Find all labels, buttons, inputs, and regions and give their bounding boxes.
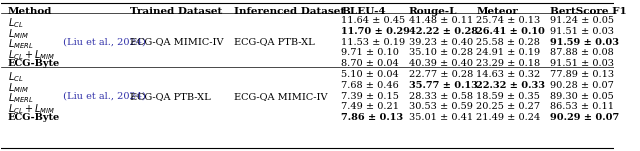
Text: 23.29 ± 0.18: 23.29 ± 0.18 [476,59,540,68]
Text: 5.10 ± 0.04: 5.10 ± 0.04 [341,70,399,79]
Text: 7.68 ± 0.46: 7.68 ± 0.46 [341,81,399,90]
Text: $L_{CL}$: $L_{CL}$ [8,16,23,30]
Text: 91.59 ± 0.03: 91.59 ± 0.03 [550,38,619,47]
Text: 30.53 ± 0.59: 30.53 ± 0.59 [409,102,472,111]
Text: (Liu et al., 2024): (Liu et al., 2024) [60,38,145,47]
Text: Trained Dataset: Trained Dataset [130,7,222,16]
Text: ECG-Byte: ECG-Byte [8,59,60,68]
Text: 91.51 ± 0.03: 91.51 ± 0.03 [550,59,614,68]
Text: Rouge-L: Rouge-L [409,7,457,16]
Text: 8.70 ± 0.04: 8.70 ± 0.04 [341,59,399,68]
Text: ECG-QA MIMIC-IV: ECG-QA MIMIC-IV [130,38,223,47]
Text: 77.89 ± 0.13: 77.89 ± 0.13 [550,70,614,79]
Text: $L_{CL}$: $L_{CL}$ [8,70,23,84]
Text: 87.88 ± 0.08: 87.88 ± 0.08 [550,48,613,57]
Text: 40.39 ± 0.40: 40.39 ± 0.40 [409,59,473,68]
Text: 25.74 ± 0.13: 25.74 ± 0.13 [476,16,540,25]
Text: 22.77 ± 0.28: 22.77 ± 0.28 [409,70,473,79]
Text: Method: Method [8,7,52,16]
Text: ECG-QA MIMIC-IV: ECG-QA MIMIC-IV [234,92,328,101]
Text: Inferenced Dataset: Inferenced Dataset [234,7,346,16]
Text: 35.77 ± 0.13: 35.77 ± 0.13 [409,81,477,90]
Text: ECG-QA PTB-XL: ECG-QA PTB-XL [234,38,315,47]
Text: 28.33 ± 0.58: 28.33 ± 0.58 [409,92,473,101]
Text: $L_{CL} + L_{MIM}$: $L_{CL} + L_{MIM}$ [8,102,55,116]
Text: 35.10 ± 0.28: 35.10 ± 0.28 [409,48,473,57]
Text: 24.91 ± 0.19: 24.91 ± 0.19 [476,48,540,57]
Text: 7.86 ± 0.13: 7.86 ± 0.13 [341,113,403,122]
Text: 22.32 ± 0.33: 22.32 ± 0.33 [476,81,545,90]
Text: BLEU-4: BLEU-4 [341,7,386,16]
Text: 25.58 ± 0.28: 25.58 ± 0.28 [476,38,540,47]
Text: 21.49 ± 0.24: 21.49 ± 0.24 [476,113,540,122]
Text: 18.59 ± 0.35: 18.59 ± 0.35 [476,92,540,101]
Text: 7.49 ± 0.21: 7.49 ± 0.21 [341,102,399,111]
Text: 26.41 ± 0.10: 26.41 ± 0.10 [476,27,545,36]
Text: ECG-Byte: ECG-Byte [8,113,60,122]
Text: 39.23 ± 0.40: 39.23 ± 0.40 [409,38,473,47]
Text: 89.30 ± 0.05: 89.30 ± 0.05 [550,92,613,101]
Text: 90.28 ± 0.07: 90.28 ± 0.07 [550,81,614,90]
Text: $L_{CL} + L_{MIM}$: $L_{CL} + L_{MIM}$ [8,48,55,62]
Text: 11.70 ± 0.29: 11.70 ± 0.29 [341,27,410,36]
Text: $L_{MERL}$: $L_{MERL}$ [8,92,33,105]
Text: 35.01 ± 0.41: 35.01 ± 0.41 [409,113,473,122]
Text: 86.53 ± 0.11: 86.53 ± 0.11 [550,102,614,111]
Text: 91.24 ± 0.05: 91.24 ± 0.05 [550,16,614,25]
Text: BertScore F1: BertScore F1 [550,7,627,16]
Text: 11.53 ± 0.19: 11.53 ± 0.19 [341,38,406,47]
Text: 11.64 ± 0.45: 11.64 ± 0.45 [341,16,406,25]
Text: Meteor: Meteor [476,7,518,16]
Text: 14.63 ± 0.32: 14.63 ± 0.32 [476,70,540,79]
Text: ECG-QA PTB-XL: ECG-QA PTB-XL [130,92,211,101]
Text: $L_{MIM}$: $L_{MIM}$ [8,27,29,41]
Text: $L_{MIM}$: $L_{MIM}$ [8,81,29,95]
Text: 9.71 ± 0.10: 9.71 ± 0.10 [341,48,399,57]
Text: 42.22 ± 0.28: 42.22 ± 0.28 [409,27,477,36]
Text: 90.29 ± 0.07: 90.29 ± 0.07 [550,113,619,122]
Text: 91.51 ± 0.03: 91.51 ± 0.03 [550,27,614,36]
Text: (Liu et al., 2024): (Liu et al., 2024) [60,92,145,101]
Text: 41.48 ± 0.11: 41.48 ± 0.11 [409,16,473,25]
Text: 7.39 ± 0.15: 7.39 ± 0.15 [341,92,399,101]
Text: 20.25 ± 0.27: 20.25 ± 0.27 [476,102,540,111]
Text: $L_{MERL}$: $L_{MERL}$ [8,38,33,51]
